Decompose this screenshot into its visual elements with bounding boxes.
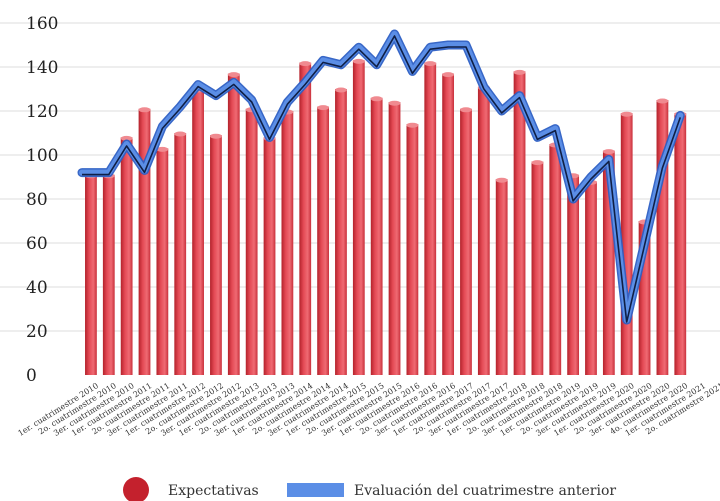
bar-expectativas (174, 133, 187, 375)
legend: Expectativas Evaluación del cuatrimestre… (123, 477, 616, 501)
y-axis: 0 20 40 60 80 100 120 140 160 (26, 14, 58, 386)
y-tick-label: 140 (26, 58, 58, 78)
bar-expectativas (531, 161, 544, 375)
bar-expectativas (567, 174, 580, 375)
bar-expectativas (602, 150, 615, 375)
y-tick-label: 160 (26, 14, 58, 34)
y-tick-label: 0 (26, 366, 37, 386)
legend-swatch-expectativas (123, 477, 149, 501)
bar-top-highlight (406, 122, 419, 128)
bar-top-highlight (602, 149, 615, 155)
bar-expectativas (477, 86, 490, 376)
bar-top-highlight (210, 133, 222, 139)
bar-expectativas (299, 62, 312, 375)
y-tick-label: 120 (26, 102, 58, 122)
bar-top-highlight (620, 111, 633, 117)
bar-expectativas (227, 73, 240, 375)
bar-top-highlight (531, 160, 544, 166)
bar-top-highlight (370, 96, 383, 102)
bar-expectativas (638, 221, 651, 375)
bar-top-highlight (495, 177, 508, 183)
bar-top-highlight (442, 72, 455, 78)
bar-expectativas (460, 108, 472, 376)
bar-expectativas (495, 179, 508, 375)
bar-expectativas (263, 137, 276, 375)
bar-top-highlight (227, 72, 240, 78)
y-tick-label: 100 (26, 146, 58, 166)
bar-expectativas (156, 148, 169, 375)
bar-top-highlight (120, 135, 133, 141)
bar-expectativas (656, 100, 669, 375)
line-series-evaluacion (77, 29, 685, 325)
legend-label-expectativas: Expectativas (168, 483, 259, 499)
bar-expectativas (317, 106, 329, 375)
bar-expectativas (513, 71, 526, 376)
bar-top-highlight (299, 61, 312, 67)
y-tick-label: 40 (26, 278, 48, 298)
line-evaluacion (79, 31, 684, 323)
bar-expectativas (85, 174, 97, 375)
y-tick-label: 80 (26, 190, 48, 210)
bar-series-expectativas (85, 58, 687, 376)
bar-top-highlight (156, 146, 169, 152)
line-evaluacion-shadow (82, 35, 682, 323)
bar-expectativas (281, 111, 294, 375)
bar-expectativas (388, 102, 401, 375)
bar-top-highlight (460, 107, 472, 113)
bar-top-highlight (656, 98, 669, 104)
bar-expectativas (352, 60, 365, 376)
y-tick-label: 60 (26, 234, 48, 254)
bar-top-highlight (424, 61, 437, 67)
legend-label-evaluacion: Evaluación del cuatrimestre anterior (354, 483, 616, 499)
bar-top-highlight (388, 100, 401, 106)
bar-expectativas (138, 108, 151, 376)
bar-expectativas (424, 62, 437, 375)
bar-expectativas (674, 113, 687, 375)
legend-swatch-evaluacion (287, 483, 344, 497)
bar-expectativas (549, 144, 562, 375)
y-tick-label: 20 (26, 322, 48, 342)
bar-expectativas (102, 174, 115, 375)
bar-top-highlight (335, 87, 347, 93)
bar-expectativas (335, 89, 347, 375)
bar-expectativas (120, 137, 133, 375)
bar-expectativas (210, 135, 222, 375)
bar-expectativas (585, 181, 597, 375)
bar-top-highlight (513, 69, 526, 75)
bar-expectativas (620, 113, 633, 375)
bar-expectativas (370, 97, 383, 376)
bar-expectativas (442, 73, 455, 375)
bar-expectativas (192, 89, 204, 375)
bar-top-highlight (352, 58, 365, 64)
bar-expectativas (245, 108, 258, 376)
bar-top-highlight (138, 107, 151, 113)
bar-expectativas (406, 124, 419, 375)
bar-top-highlight (174, 131, 187, 137)
bar-top-highlight (317, 105, 329, 111)
